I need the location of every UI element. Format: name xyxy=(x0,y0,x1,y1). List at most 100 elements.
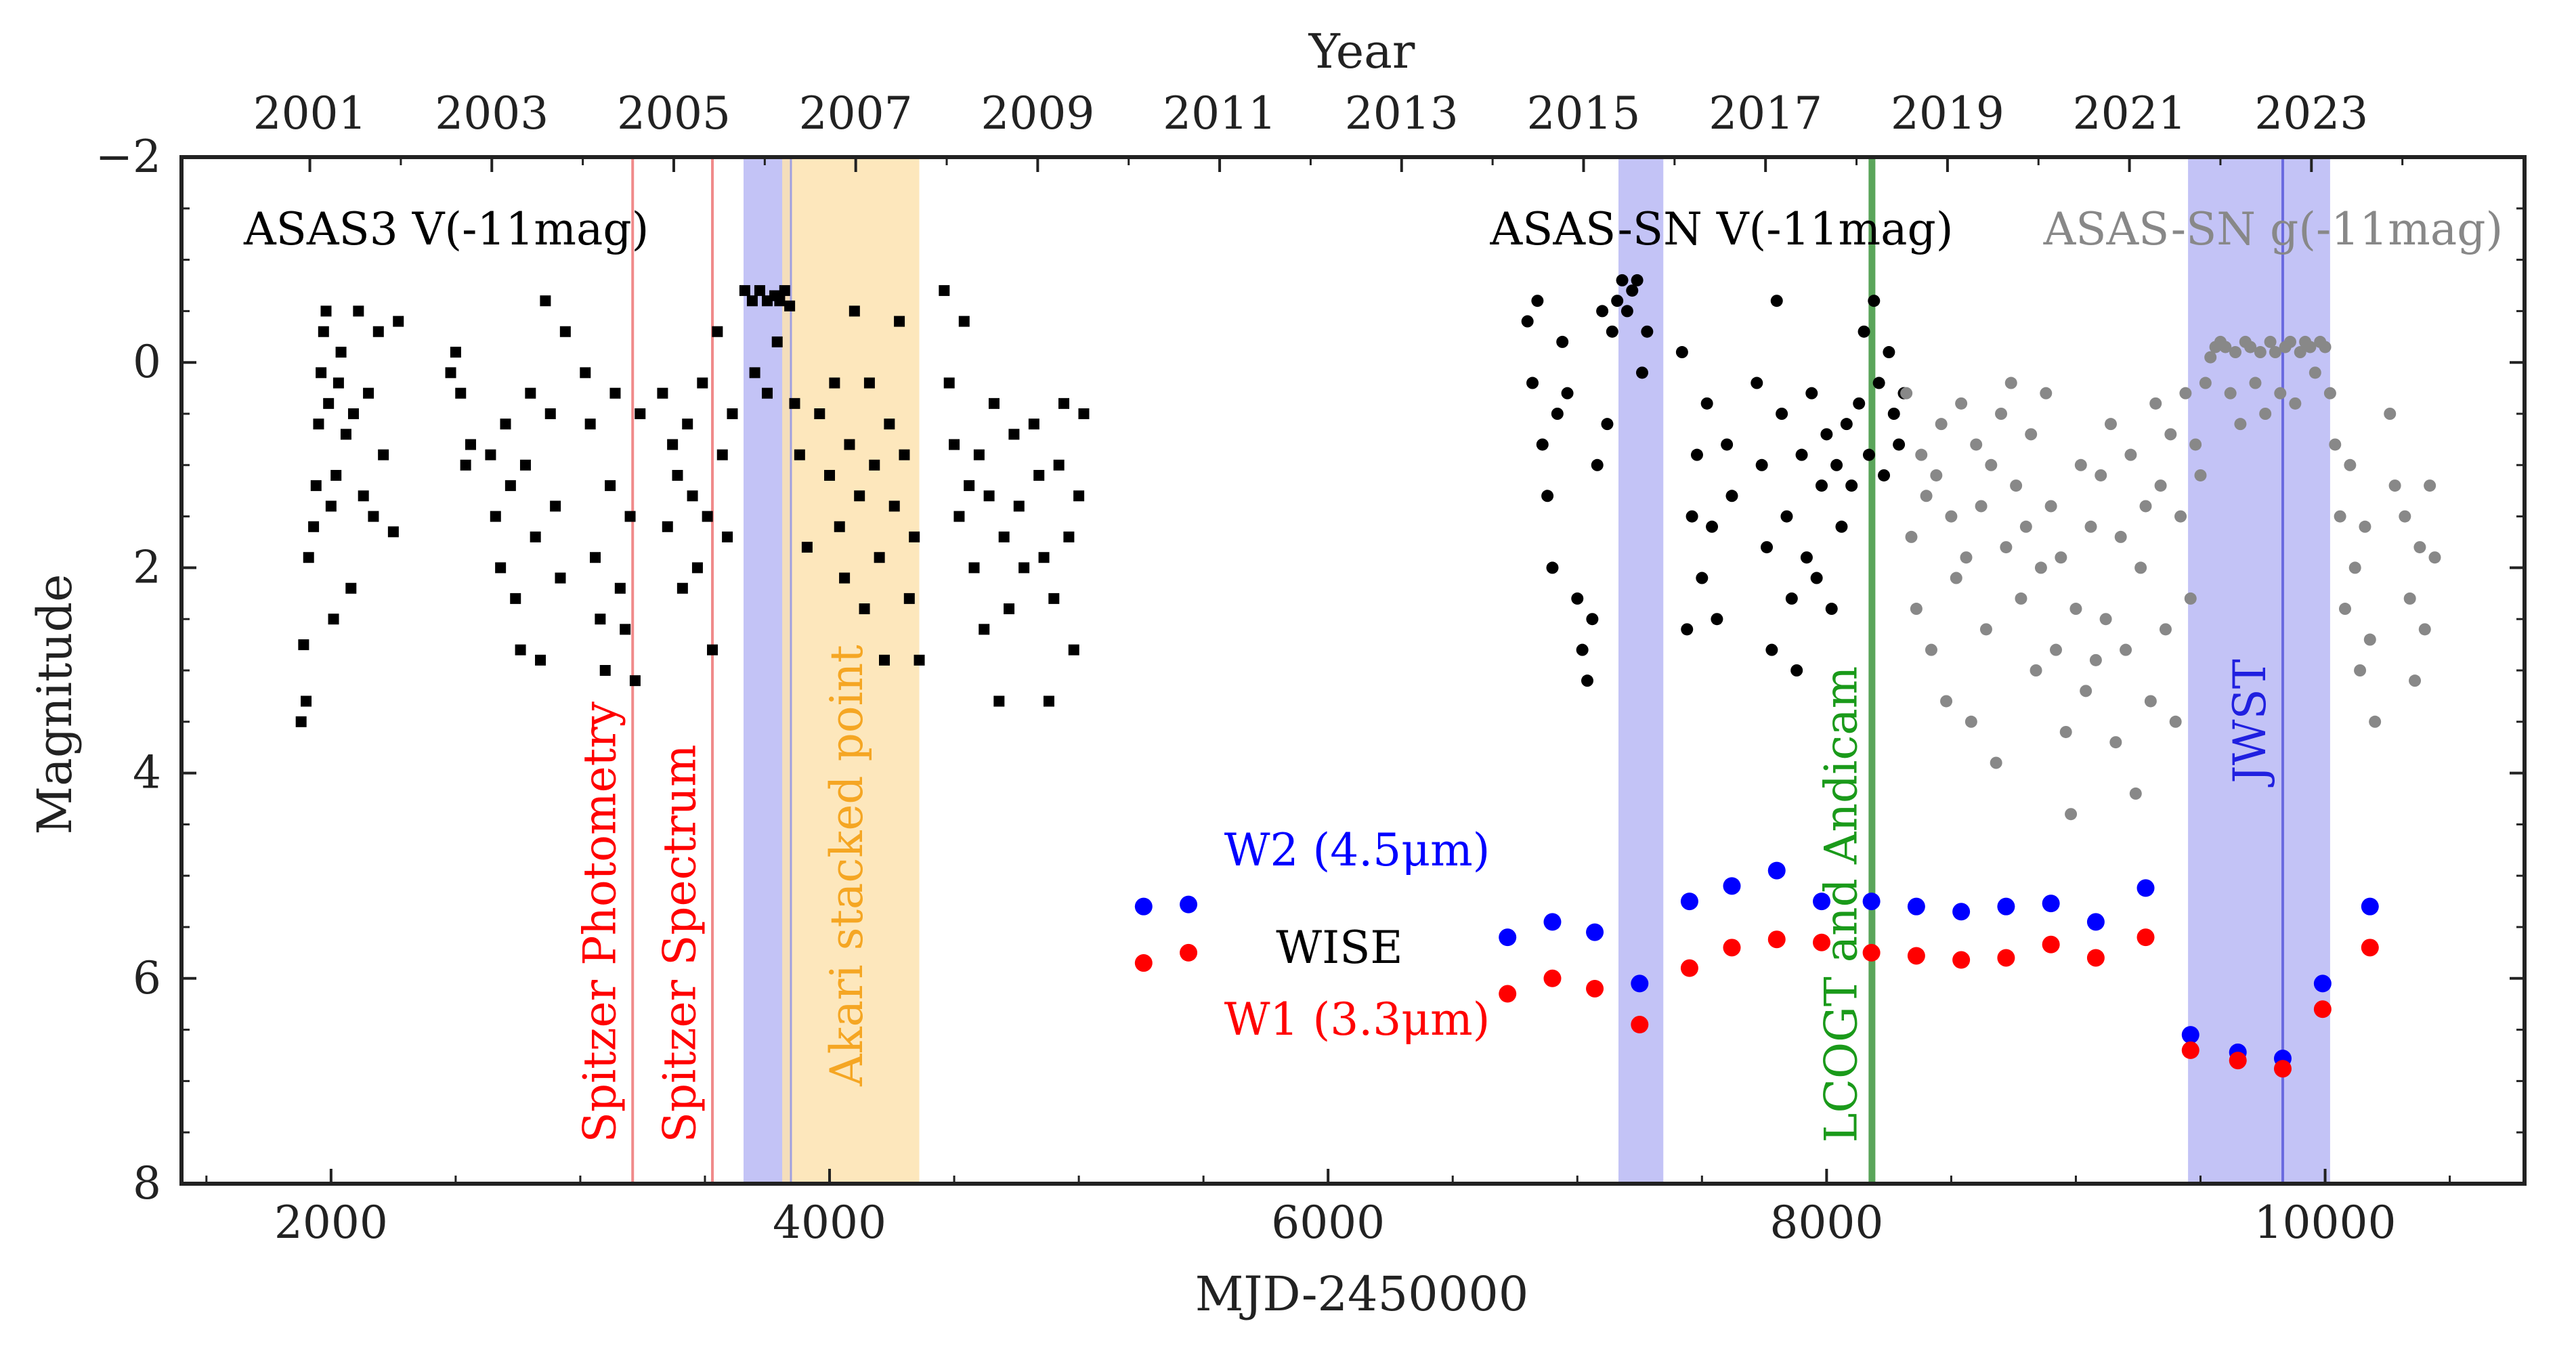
data-point xyxy=(2403,592,2416,605)
data-point xyxy=(525,387,536,399)
points-layer xyxy=(295,274,2441,1078)
data-point xyxy=(2249,377,2262,389)
data-point xyxy=(614,582,626,594)
data-point xyxy=(1975,500,1988,513)
data-point xyxy=(2181,1041,2199,1059)
data-point xyxy=(746,295,758,307)
data-point xyxy=(739,285,750,297)
y-tick-label: 8 xyxy=(133,1157,161,1209)
data-point xyxy=(1543,969,1562,987)
data-point xyxy=(1611,295,1624,307)
data-point xyxy=(301,695,312,707)
data-point xyxy=(964,480,975,492)
data-point xyxy=(2254,346,2267,359)
annotation-label: JWST xyxy=(2224,659,2276,788)
x-tick-label: 10000 xyxy=(2254,1197,2397,1249)
data-point xyxy=(328,614,339,625)
data-point xyxy=(879,654,890,666)
data-point xyxy=(749,367,760,379)
data-point xyxy=(465,439,476,450)
data-point xyxy=(1952,951,1971,969)
data-point xyxy=(1038,552,1050,563)
data-point xyxy=(1862,943,1881,962)
bands-layer xyxy=(744,157,2330,1184)
data-point xyxy=(859,603,870,615)
data-point xyxy=(2149,397,2162,410)
data-point xyxy=(2359,520,2371,533)
data-point xyxy=(1767,930,1786,949)
data-point xyxy=(1073,490,1085,502)
data-point xyxy=(1907,947,1925,965)
data-point xyxy=(1033,469,1045,481)
data-point xyxy=(1940,695,1953,708)
data-point xyxy=(834,521,845,532)
data-point xyxy=(1641,325,1654,338)
data-point xyxy=(1835,520,1848,533)
data-point xyxy=(2040,387,2053,400)
data-point xyxy=(1887,408,1900,420)
data-point xyxy=(2409,674,2422,687)
data-point xyxy=(378,449,389,460)
data-point xyxy=(318,326,329,337)
data-point xyxy=(968,562,980,574)
data-point xyxy=(599,665,611,676)
data-point xyxy=(340,429,351,440)
data-point xyxy=(1571,592,1584,605)
data-point xyxy=(1134,897,1153,916)
data-point xyxy=(1925,643,1937,656)
data-point xyxy=(2361,939,2379,957)
x-tick-label: 4000 xyxy=(773,1197,886,1249)
data-point xyxy=(510,593,521,604)
shaded-band xyxy=(782,157,920,1184)
data-point xyxy=(2428,551,2441,564)
data-point xyxy=(712,326,723,337)
data-point xyxy=(2124,448,2137,461)
data-point xyxy=(1543,913,1562,931)
data-point xyxy=(372,326,384,337)
data-point xyxy=(953,511,965,522)
data-point xyxy=(1596,305,1609,318)
data-point xyxy=(1816,479,1828,492)
data-point xyxy=(2010,479,2023,492)
top-tick-label: 2003 xyxy=(435,87,549,139)
data-point xyxy=(2294,346,2306,359)
shaded-band xyxy=(2188,157,2330,1184)
data-point xyxy=(2042,935,2060,953)
data-point xyxy=(500,418,511,430)
data-point xyxy=(1893,438,1906,451)
data-point xyxy=(914,654,925,666)
annotation-label: ASAS-SN g(-11mag) xyxy=(2043,203,2504,255)
data-point xyxy=(844,439,855,450)
data-point xyxy=(2244,341,2257,353)
annotation-label: ASAS-SN V(-11mag) xyxy=(1489,203,1953,255)
data-point xyxy=(774,295,786,307)
data-point xyxy=(1862,893,1881,911)
data-point xyxy=(358,490,369,502)
data-point xyxy=(2323,387,2336,400)
data-point xyxy=(323,398,335,409)
data-point xyxy=(1723,877,1741,895)
data-point xyxy=(2361,897,2379,916)
data-point xyxy=(1626,284,1639,297)
data-point xyxy=(2089,653,2102,666)
data-point xyxy=(1995,408,2008,420)
data-point xyxy=(1134,954,1153,972)
data-point xyxy=(2159,623,2172,636)
data-point xyxy=(1997,897,2015,916)
data-point xyxy=(620,624,631,635)
data-point xyxy=(2169,715,2182,728)
data-point xyxy=(635,408,646,419)
data-point xyxy=(1531,295,1544,307)
data-point xyxy=(2137,928,2155,947)
annotation-label: Akari stacked point xyxy=(821,645,873,1087)
data-point xyxy=(295,716,307,727)
data-point xyxy=(702,511,713,522)
data-point xyxy=(2309,366,2321,379)
data-point xyxy=(624,511,636,522)
top-tick-label: 2019 xyxy=(1891,87,2004,139)
data-point xyxy=(1581,674,1593,687)
annotation-label: WISE xyxy=(1276,922,1402,974)
annotation-label: W1 (3.3μm) xyxy=(1224,993,1490,1046)
data-point xyxy=(2074,458,2087,471)
data-point xyxy=(1761,541,1774,554)
